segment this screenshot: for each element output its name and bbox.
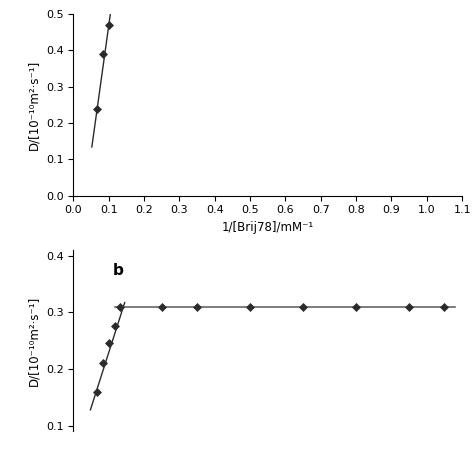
X-axis label: 1/[Brij78]/mM⁻¹: 1/[Brij78]/mM⁻¹: [222, 221, 314, 234]
Text: b: b: [112, 263, 123, 278]
Y-axis label: D/[10⁻¹⁰m²·s⁻¹]: D/[10⁻¹⁰m²·s⁻¹]: [27, 60, 40, 150]
Y-axis label: D/[10⁻¹⁰m²·s⁻¹]: D/[10⁻¹⁰m²·s⁻¹]: [27, 295, 40, 386]
